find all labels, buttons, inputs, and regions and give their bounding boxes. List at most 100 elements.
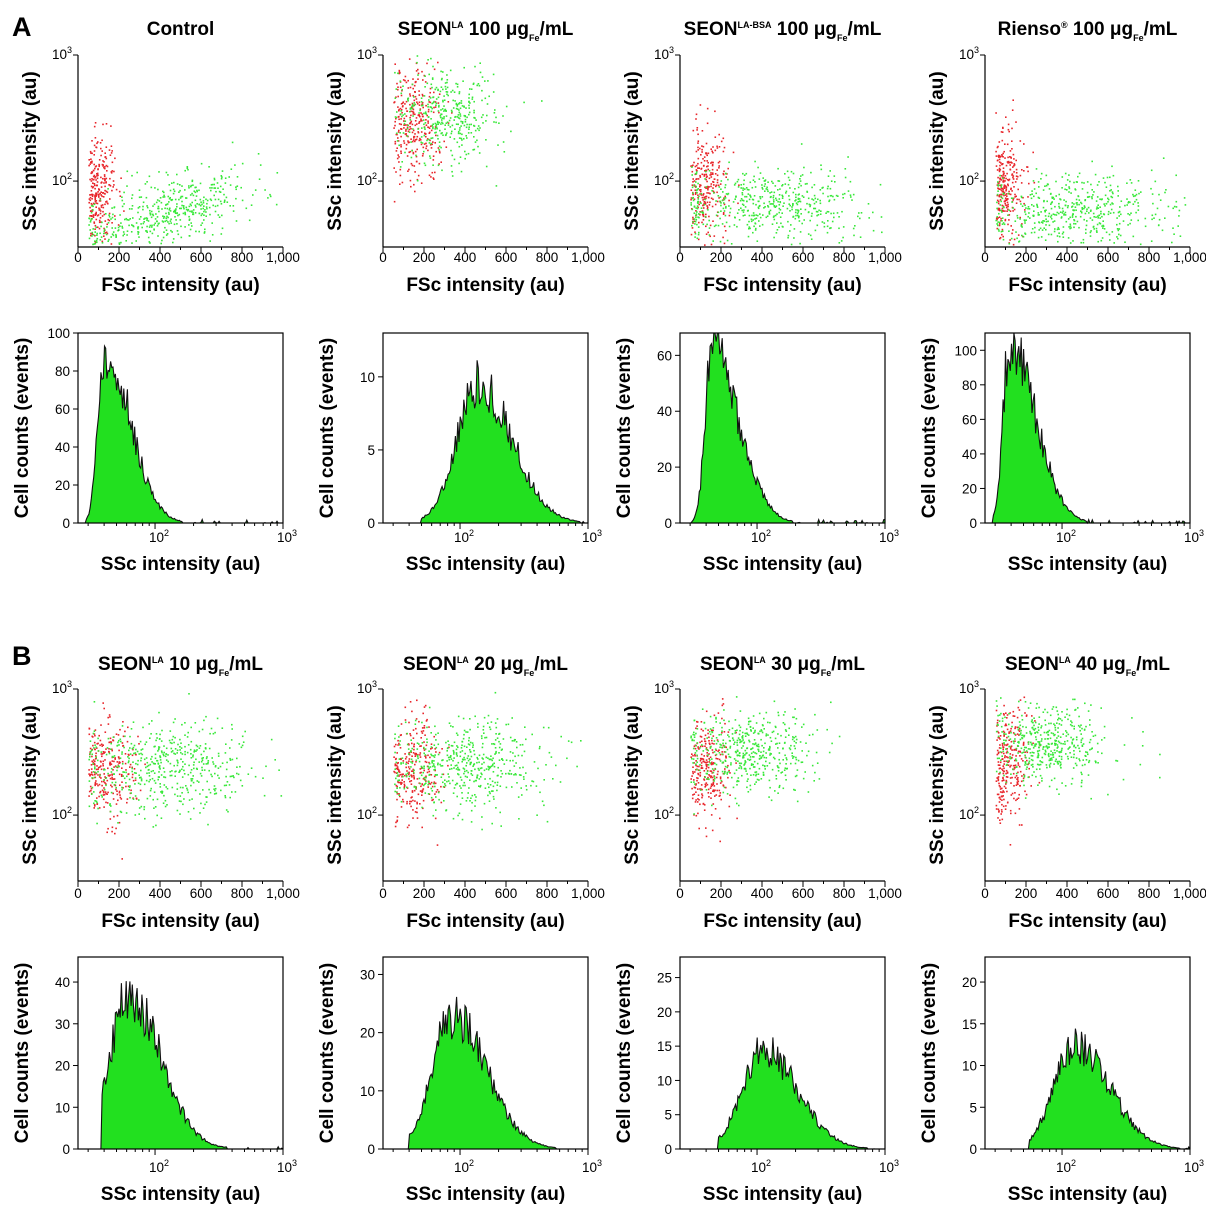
scatter-point-green <box>1118 228 1121 230</box>
scatter-point-red <box>119 728 121 731</box>
scatter-point-green <box>480 735 483 737</box>
scatter-point-green <box>166 203 169 205</box>
scatter-point-green <box>511 717 513 719</box>
scatter-point-green <box>735 196 737 198</box>
scatter-point-green <box>1140 191 1142 193</box>
scatter-point-red <box>998 167 1001 170</box>
scatter-point-red <box>91 178 93 180</box>
scatter-point-red <box>90 768 93 770</box>
scatter-point-green <box>174 209 177 211</box>
scatter-point-green <box>201 213 204 215</box>
scatter-point-green <box>446 93 448 96</box>
scatter-point-green <box>743 174 746 176</box>
scatter-point-red <box>709 235 711 238</box>
scatter-point-green <box>90 211 93 214</box>
scatter-point-red <box>699 190 702 193</box>
scatter-point-green <box>440 78 443 81</box>
x-tick-label: 400 <box>454 250 477 265</box>
scatter-point-green <box>1109 212 1112 214</box>
scatter-point-green <box>132 746 135 749</box>
scatter-point-red <box>116 790 118 792</box>
scatter-point-green <box>1109 239 1111 241</box>
scatter-point-red <box>708 758 710 760</box>
scatter-point-green <box>1086 210 1088 212</box>
scatter-point-red <box>698 203 700 206</box>
scatter-point-red <box>99 744 101 747</box>
scatter-point-green <box>1028 212 1030 214</box>
scatter-point-green <box>129 753 132 755</box>
scatter-point-red <box>697 149 699 151</box>
scatter-point-green <box>158 171 160 173</box>
scatter-point-green <box>1011 201 1013 203</box>
scatter-point-red <box>434 782 437 785</box>
scatter-point-green <box>1098 181 1100 183</box>
scatter-point-green <box>1036 206 1039 208</box>
scatter-point-green <box>399 113 402 115</box>
scatter-point-red <box>415 80 417 83</box>
scatter-point-green <box>216 182 219 184</box>
scatter-point-green <box>1044 215 1047 217</box>
scatter-point-green <box>433 756 436 758</box>
scatter-point-green <box>158 738 161 740</box>
scatter-point-green <box>403 787 406 790</box>
scatter-point-green <box>468 737 470 739</box>
scatter-point-green <box>208 769 210 772</box>
scatter-point-green <box>514 773 517 775</box>
scatter-point-red <box>410 800 413 803</box>
scatter-point-green <box>423 134 426 137</box>
scatter-point-green <box>778 204 781 206</box>
scatter-point-red <box>101 789 104 792</box>
scatter-point-green <box>500 825 502 827</box>
scatter-point-red <box>1000 217 1002 220</box>
scatter-point-red <box>410 783 413 785</box>
scatter-point-green <box>746 200 748 203</box>
scatter-point-red <box>89 206 91 209</box>
scatter-point-green <box>1069 223 1072 226</box>
scatter-point-green <box>536 814 538 816</box>
scatter-point-green <box>1099 217 1101 219</box>
scatter-point-green <box>176 205 178 208</box>
scatter-point-green <box>507 723 510 726</box>
scatter-point-green <box>138 206 141 208</box>
scatter-point-green <box>413 769 415 772</box>
scatter-point-red <box>118 756 120 759</box>
scatter-point-green <box>198 730 201 733</box>
scatter-point-green <box>467 152 470 155</box>
scatter-point-green <box>473 125 476 127</box>
scatter-point-red <box>396 798 398 801</box>
scatter-point-red <box>414 171 416 173</box>
scatter-point-green <box>1082 238 1085 241</box>
scatter-point-green <box>199 204 202 207</box>
scatter-point-green <box>809 234 812 237</box>
title-rest: 100 μg <box>464 19 530 40</box>
scatter-point-green <box>206 207 208 210</box>
scatter-point-red <box>411 776 413 778</box>
scatter-point-red <box>443 140 445 143</box>
scatter-point-red <box>706 208 709 210</box>
scatter-point-red <box>90 152 92 154</box>
scatter-point-red <box>1004 197 1007 199</box>
scatter-point-green <box>487 722 489 724</box>
scatter-point-green <box>462 717 465 720</box>
scatter-point-green <box>693 205 696 208</box>
scatter-point-red <box>699 788 701 790</box>
scatter-point-red <box>710 172 712 174</box>
scatter-point-green <box>173 223 176 226</box>
scatter-point-green <box>695 181 697 183</box>
histogram-fill <box>985 333 1190 523</box>
scatter-point-red <box>127 785 130 788</box>
scatter-point-green <box>225 775 227 778</box>
scatter-point-green <box>237 773 240 776</box>
scatter-point-red <box>93 807 95 809</box>
scatter-point-green <box>414 786 417 788</box>
scatter-point-green <box>1080 241 1082 244</box>
scatter-point-green <box>430 106 433 109</box>
scatter-point-red <box>433 735 435 738</box>
scatter-point-green <box>130 728 133 730</box>
scatter-point-green <box>725 205 727 208</box>
scatter-point-red <box>114 832 116 835</box>
scatter-point-green <box>691 166 693 168</box>
scatter-point-green <box>150 787 152 790</box>
scatter-point-green <box>695 185 697 188</box>
scatter-point-green <box>204 743 207 745</box>
